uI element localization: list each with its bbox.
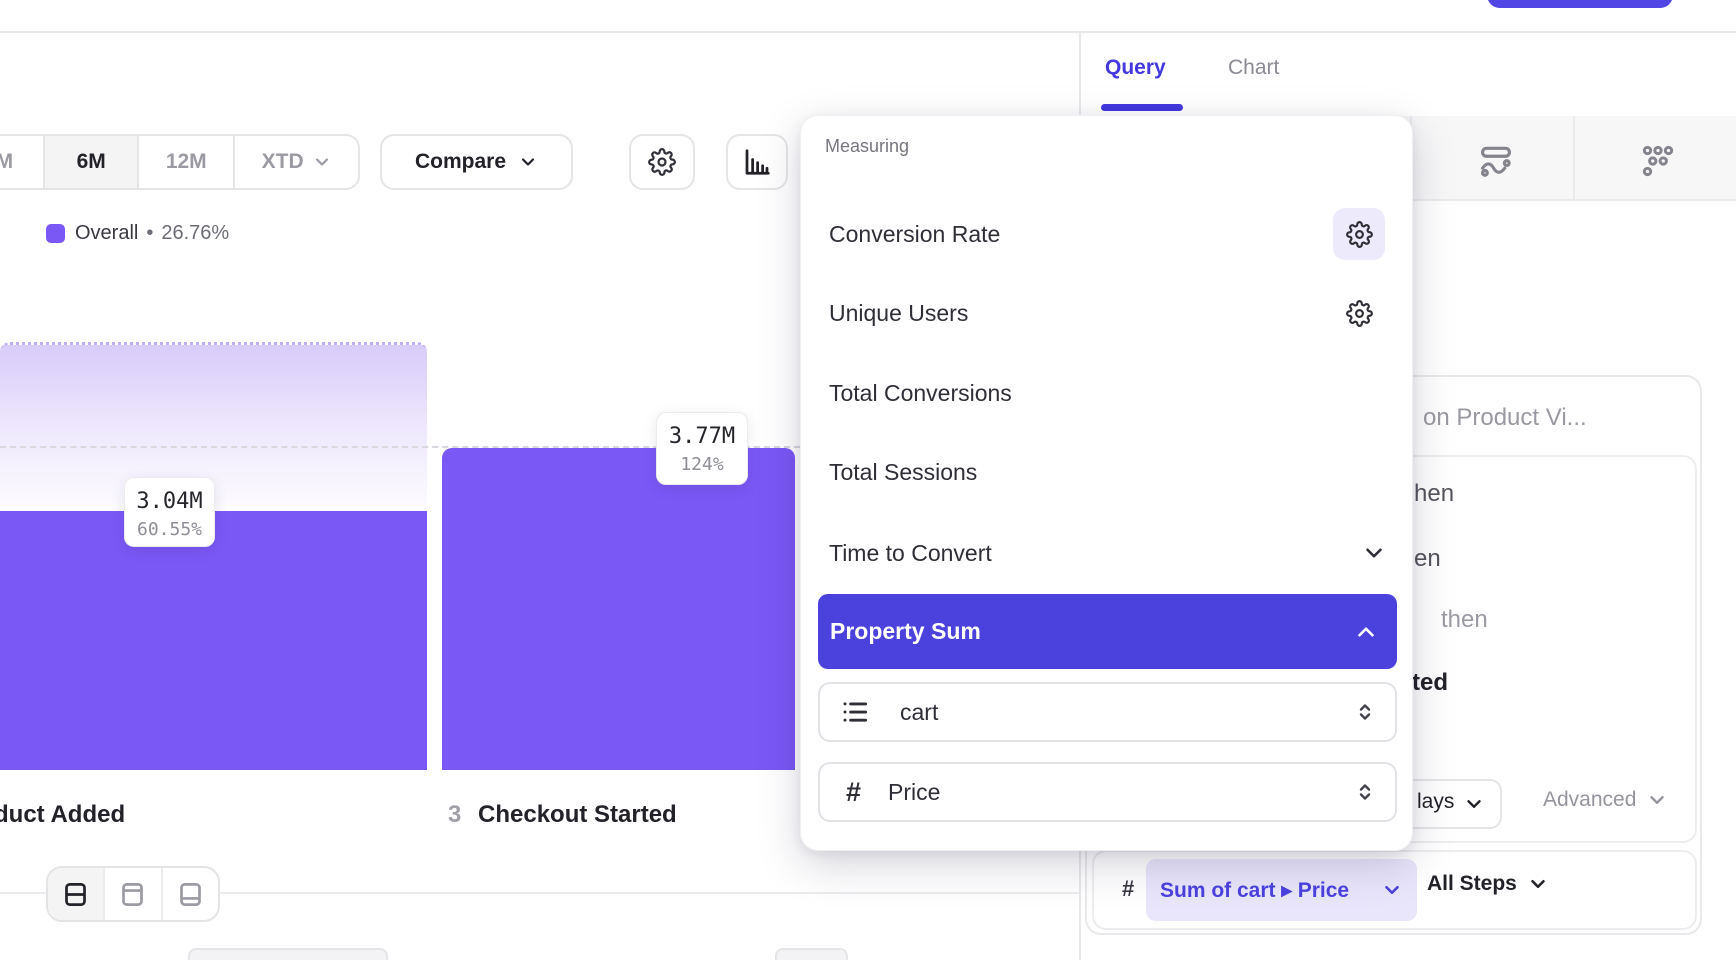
menu-item-total-conversions[interactable]: Total Conversions [829,379,1012,406]
property-select-value: Price [888,778,941,805]
toolbar-cell-divider [1573,116,1575,201]
gear-icon [1345,299,1373,327]
bar-tooltip-checkout-started: 3.77M 124% [656,412,748,485]
list-icon [840,697,870,727]
query-header-truncated: on Product Vi... [1423,404,1587,431]
time-range-m[interactable]: M [0,136,43,188]
gear-icon [648,148,676,176]
menu-item-time-to-convert[interactable]: Time to Convert [829,539,992,566]
chevron-up-icon [1353,619,1379,645]
all-steps-dropdown[interactable]: All Steps [1427,872,1549,896]
bar-tooltip-product-added: 3.04M 60.55% [124,477,215,547]
footer-layout-button[interactable] [160,868,218,920]
rows-layout-icon [62,881,89,908]
active-tab-underline [1101,104,1183,111]
time-range-selector: M 6M 12M XTD [0,134,360,190]
tab-chart[interactable]: Chart [1228,56,1280,79]
tooltip-conversion: 60.55% [136,519,203,540]
number-icon: # [846,776,862,807]
layout-toggle-group [46,866,220,922]
section-divider [0,892,1079,894]
property-sum-label: Property Sum [830,618,981,644]
compare-button[interactable]: Compare [380,134,573,190]
reference-dashed-line [0,446,800,448]
window-top-bar [0,0,1736,33]
menu-item-conversion-rate[interactable]: Conversion Rate [829,220,1001,247]
step-label-checkout-started: Checkout Started [478,801,677,828]
chevron-down-icon [1463,793,1485,815]
legend: Overall • 26.76% [75,221,229,245]
unique-users-settings-button[interactable] [1341,295,1377,331]
advanced-button[interactable]: Advanced [1543,788,1668,812]
step-text-truncated: en [1414,545,1441,572]
measuring-section-label: Measuring [825,136,910,156]
chevron-down-icon [1646,789,1668,811]
property-select-price[interactable]: # Price [818,762,1397,822]
all-steps-label: All Steps [1427,872,1517,895]
table-header-stub [188,948,388,960]
chevron-updown-icon [1353,700,1377,724]
hash-icon: # [1122,876,1135,901]
chevron-down-icon [1361,540,1387,566]
chevron-down-icon [1381,879,1403,901]
menu-item-unique-users[interactable]: Unique Users [829,299,969,326]
flow-steps-button[interactable] [1477,142,1515,180]
chevron-down-icon [312,152,332,172]
chevron-down-icon [1527,873,1549,895]
header-layout-icon [119,881,146,908]
tab-query[interactable]: Query [1105,56,1166,79]
menu-item-property-sum-selected[interactable]: Property Sum [818,594,1397,669]
flow-icon [1477,142,1515,180]
funnel-bar-checkout-started[interactable] [442,448,795,770]
legend-swatch [46,224,65,243]
tooltip-conversion: 124% [680,454,724,475]
step-text-truncated: ted [1412,669,1448,696]
chart-settings-button[interactable] [629,134,695,190]
legend-series: Overall [75,221,139,244]
dots-grid-icon [1640,143,1676,179]
tooltip-value: 3.04M [136,489,203,514]
table-header-stub [775,948,848,960]
bar-chart-icon [742,147,772,177]
gear-icon [1345,220,1373,248]
measuring-dropdown-panel: Measuring Conversion Rate Unique Users T… [800,115,1413,851]
header-layout-button[interactable] [103,868,160,920]
step-number: 3 [448,801,462,828]
time-range-12m[interactable]: 12M [137,136,233,188]
conversion-window-label-truncated: lays [1417,790,1455,813]
property-select-cart[interactable]: cart [818,682,1397,742]
time-range-xtd-label: XTD [261,150,304,173]
property-select-value: cart [900,698,939,725]
time-range-xtd[interactable]: XTD [233,136,358,188]
chevron-down-icon [518,152,538,172]
rows-layout-button[interactable] [48,868,104,920]
funnel-bar-product-added[interactable] [0,511,427,770]
primary-action-button[interactable] [1487,0,1673,8]
chart-type-button[interactable] [726,134,788,190]
advanced-label: Advanced [1543,788,1637,811]
legend-separator: • [146,221,154,244]
compare-label: Compare [414,150,507,173]
step-text-truncated: hen [1414,480,1455,507]
breakdown-button[interactable] [1640,143,1676,179]
conversion-rate-settings-button[interactable] [1333,208,1385,260]
tooltip-value: 3.77M [668,424,736,449]
footer-layout-icon [177,881,204,908]
step-label-product-added: Product Added [0,801,126,828]
legend-value: 26.76% [161,221,230,244]
step-connector-truncated: then [1441,606,1488,633]
menu-item-total-sessions[interactable]: Total Sessions [829,458,978,485]
time-range-6m[interactable]: 6M [43,136,138,188]
chevron-updown-icon [1353,780,1377,804]
measurement-chip[interactable]: Sum of cart ▸ Price [1146,859,1417,921]
measurement-chip-label: Sum of cart ▸ Price [1160,878,1350,902]
